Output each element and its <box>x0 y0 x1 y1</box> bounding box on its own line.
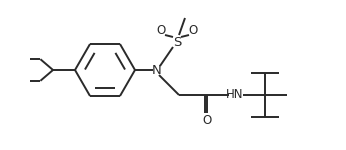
Text: HN: HN <box>226 88 244 102</box>
Text: O: O <box>202 114 212 128</box>
Text: N: N <box>152 63 162 76</box>
Text: O: O <box>156 24 166 36</box>
Text: S: S <box>173 36 181 48</box>
Text: O: O <box>188 24 198 36</box>
